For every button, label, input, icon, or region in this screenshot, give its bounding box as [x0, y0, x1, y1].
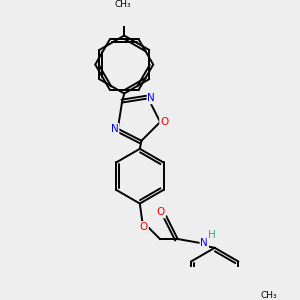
Text: O: O [157, 207, 165, 218]
Text: N: N [148, 93, 155, 103]
Text: O: O [160, 117, 168, 127]
Text: N: N [111, 124, 119, 134]
Text: O: O [140, 222, 148, 232]
Text: N: N [200, 238, 208, 248]
Text: CH₃: CH₃ [114, 1, 131, 10]
Text: H: H [208, 230, 215, 240]
Text: CH₃: CH₃ [261, 291, 277, 300]
